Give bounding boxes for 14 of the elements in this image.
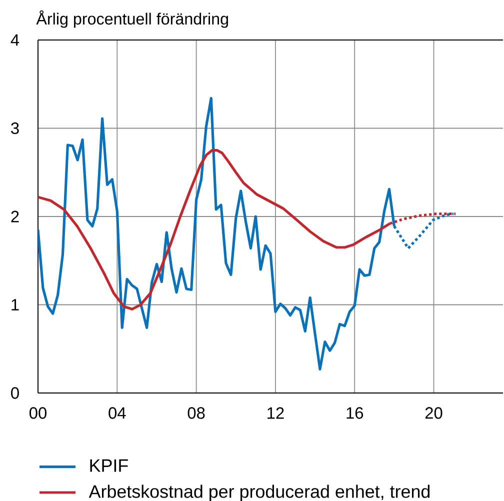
x-tick-label: 08 [188, 407, 205, 419]
x-tick-label: 20 [425, 407, 442, 419]
x-tick-label: 12 [268, 407, 284, 419]
x-tick-label: 16 [346, 407, 364, 419]
legend-label: KPIF [90, 459, 128, 472]
y-tick-label: 4 [10, 34, 20, 46]
x-tick-label: 00 [30, 407, 46, 419]
y-tick-label: 1 [12, 299, 19, 310]
y-tick-label: 0 [11, 387, 19, 399]
y-tick-label: 2 [11, 210, 19, 222]
legend-label: Arbetskostnad per producerad enhet, trend [88, 484, 430, 501]
y-axis-title: Årlig procentuell förändring [36, 10, 228, 28]
x-tick-label: 04 [108, 407, 126, 419]
y-tick-label: 3 [11, 122, 19, 134]
